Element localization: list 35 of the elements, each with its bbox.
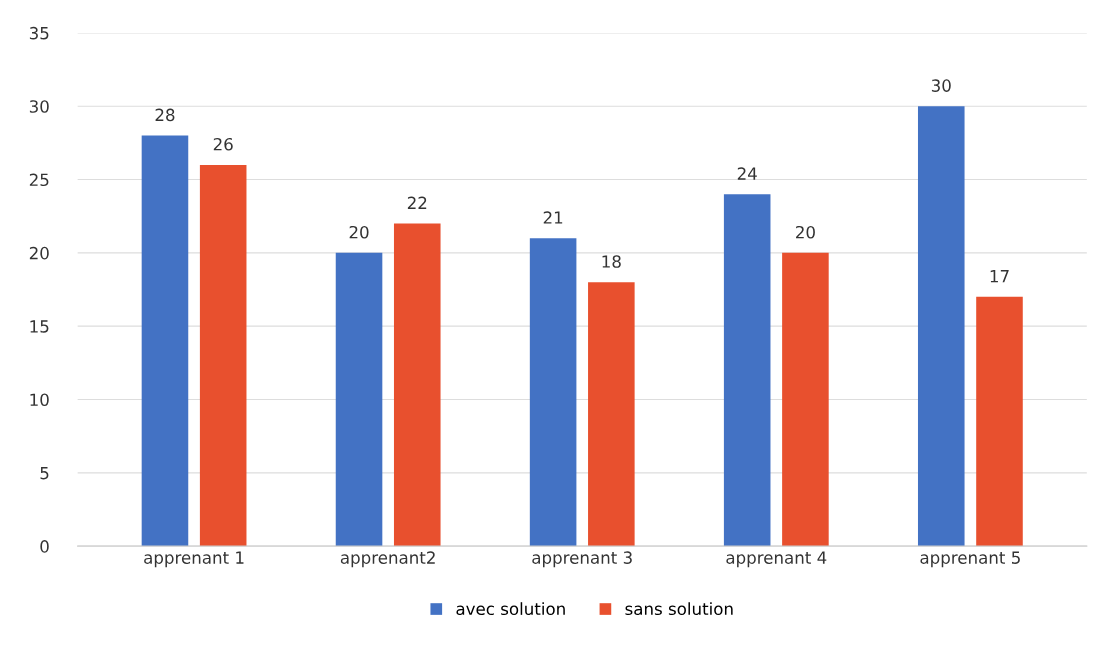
y-tick-label: 35 [29,26,49,40]
legend-label: avec solution [456,602,565,616]
y-tick-label: 15 [30,320,49,333]
bar [588,282,635,547]
data-label: 21 [543,211,563,224]
data-label: 28 [155,108,175,122]
legend-label: sans solution [625,602,733,616]
y-tick-label: 0 [40,540,49,553]
bar [782,252,829,547]
data-label: 24 [737,167,757,180]
bar [917,106,965,547]
bar [976,296,1023,547]
x-tick-label: apprenant 4 [726,551,827,568]
bar [335,252,383,547]
data-label: 18 [602,255,621,268]
x-tick-label: apprenant2 [340,551,435,568]
x-tick-label: apprenant 1 [144,551,244,568]
y-tick-label: 30 [29,100,49,113]
y-tick-label: 20 [29,246,49,260]
y-tick-label: 25 [29,173,49,187]
data-label: 20 [349,225,369,239]
bar [393,223,441,547]
data-label: 20 [796,225,815,239]
y-tick-label: 5 [40,467,49,480]
bar [529,238,577,547]
data-label: 30 [931,79,951,92]
bar [723,194,771,547]
data-label: 22 [407,196,427,209]
x-tick-label: apprenant 3 [532,551,632,568]
bar [199,164,247,547]
data-label: 26 [213,137,233,151]
bar [141,135,189,547]
data-label: 17 [990,270,1009,283]
y-tick-label: 10 [30,393,49,407]
x-tick-label: apprenant 5 [920,551,1020,568]
